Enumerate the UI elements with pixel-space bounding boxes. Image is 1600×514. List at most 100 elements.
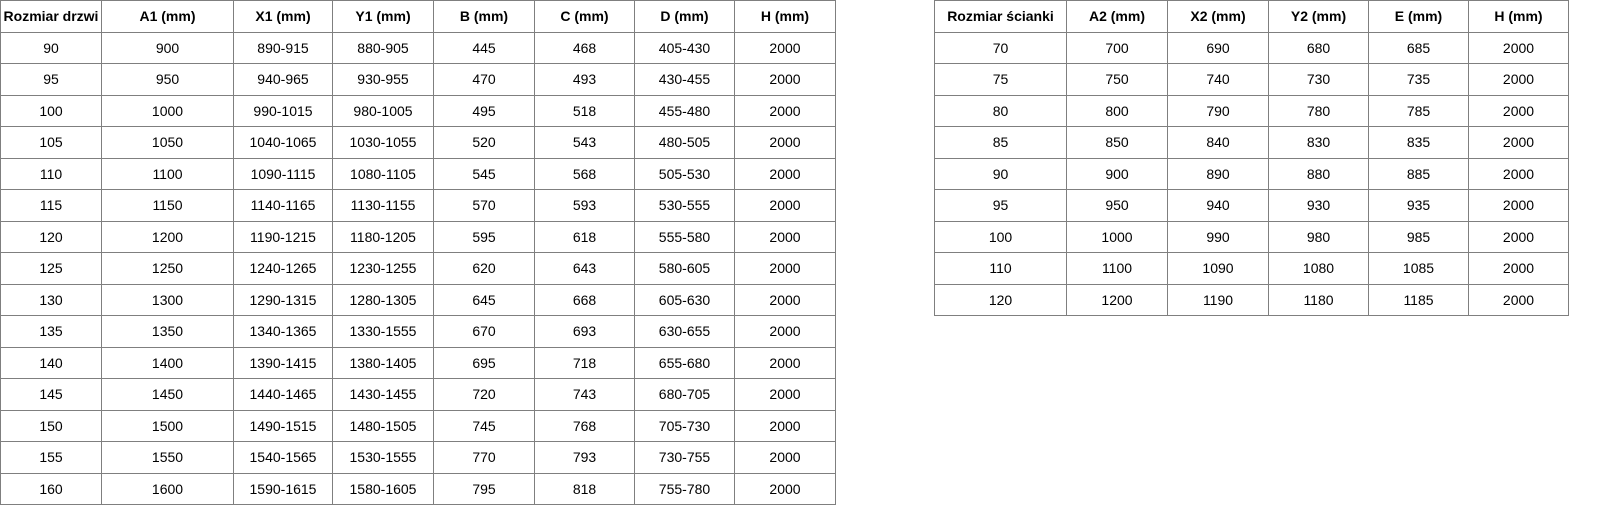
table-cell: 1190 — [1167, 283, 1269, 316]
table-cell: 495 — [433, 94, 535, 127]
table-cell: 1100 — [101, 157, 234, 190]
table-cell: 2000 — [1468, 252, 1569, 285]
table-cell: 1580-1605 — [332, 472, 434, 505]
table-row: 90 900 890-915 880-905 445 468 405-430 2000 — [0, 31, 836, 64]
column-header: A1 (mm) — [101, 0, 234, 33]
table-cell: 605-630 — [634, 283, 735, 316]
table-cell: 1480-1505 — [332, 409, 434, 442]
table-cell: 645 — [433, 283, 535, 316]
table-cell: 150 — [0, 409, 102, 442]
table-cell: 1100 — [1066, 252, 1168, 285]
table-cell: 580-605 — [634, 252, 735, 285]
wall-dimensions-table: Rozmiar ścianki A2 (mm) X2 (mm) Y2 (mm) E (m… — [934, 0, 1569, 316]
table-cell: 1080-1105 — [332, 157, 434, 190]
table-cell: 445 — [433, 31, 535, 64]
table-cell: 1000 — [1066, 220, 1168, 253]
table-cell: 1550 — [101, 441, 234, 474]
table-cell: 95 — [934, 189, 1067, 222]
table-cell: 1090 — [1167, 252, 1269, 285]
table-cell: 2000 — [1468, 189, 1569, 222]
table-cell: 730-755 — [634, 441, 735, 474]
table-cell: 940 — [1167, 189, 1269, 222]
table-cell: 155 — [0, 441, 102, 474]
table-cell: 1380-1405 — [332, 346, 434, 379]
table-cell: 2000 — [1468, 126, 1569, 159]
table-cell: 105 — [0, 126, 102, 159]
table-cell: 405-430 — [634, 31, 735, 64]
table-cell: 100 — [0, 94, 102, 127]
column-header: B (mm) — [433, 0, 535, 33]
table-row: 155 1550 1540-1565 1530-1555 770 793 730-755 20… — [0, 441, 836, 474]
table-cell: 2000 — [734, 315, 836, 348]
table-row: 160 1600 1590-1615 1580-1605 795 818 755-780 20… — [0, 472, 836, 505]
table-cell: 768 — [534, 409, 635, 442]
table-cell: 2000 — [1468, 283, 1569, 316]
table-cell: 140 — [0, 346, 102, 379]
table-cell: 885 — [1368, 157, 1469, 190]
table-cell: 2000 — [734, 189, 836, 222]
table-cell: 2000 — [734, 346, 836, 379]
table-row: 120 1200 1190-1215 1180-1205 595 618 555-580 20… — [0, 220, 836, 253]
table-cell: 1300 — [101, 283, 234, 316]
header-row: Rozmiar drzwi A1 (mm) X1 (mm) Y1 (mm) B (mm)… — [0, 0, 836, 33]
table-cell: 120 — [934, 283, 1067, 316]
table-cell: 940-965 — [233, 63, 333, 96]
table-cell: 1200 — [101, 220, 234, 253]
table-cell: 595 — [433, 220, 535, 253]
table-cell: 1150 — [101, 189, 234, 222]
table-cell: 1130-1155 — [332, 189, 434, 222]
table-cell: 470 — [433, 63, 535, 96]
table-cell: 1330-1555 — [332, 315, 434, 348]
table-row: 90 900 890 880 885 2000 — [934, 157, 1569, 190]
table-cell: 110 — [934, 252, 1067, 285]
table-cell: 730 — [1268, 63, 1369, 96]
column-header: X1 (mm) — [233, 0, 333, 33]
table-cell: 543 — [534, 126, 635, 159]
table-cell: 800 — [1066, 94, 1168, 127]
table-cell: 980 — [1268, 220, 1369, 253]
table-cell: 130 — [0, 283, 102, 316]
table-cell: 695 — [433, 346, 535, 379]
door-dimensions-table: Rozmiar drzwi A1 (mm) X1 (mm) Y1 (mm) B (mm)… — [0, 0, 836, 505]
table-row: 105 1050 1040-1065 1030-1055 520 543 480-505 20… — [0, 126, 836, 159]
table-cell: 900 — [101, 31, 234, 64]
table-cell: 568 — [534, 157, 635, 190]
column-header: H (mm) — [1468, 0, 1569, 33]
table-cell: 745 — [433, 409, 535, 442]
table-cell: 770 — [433, 441, 535, 474]
table-cell: 790 — [1167, 94, 1269, 127]
table-cell: 2000 — [734, 472, 836, 505]
table-cell: 1185 — [1368, 283, 1469, 316]
table-cell: 693 — [534, 315, 635, 348]
table-cell: 455-480 — [634, 94, 735, 127]
table-row: 110 1100 1090 1080 1085 2000 — [934, 252, 1569, 285]
table-cell: 1030-1055 — [332, 126, 434, 159]
table-cell: 793 — [534, 441, 635, 474]
table-cell: 1140-1165 — [233, 189, 333, 222]
table-cell: 740 — [1167, 63, 1269, 96]
table-cell: 980-1005 — [332, 94, 434, 127]
table-cell: 850 — [1066, 126, 1168, 159]
table-cell: 480-505 — [634, 126, 735, 159]
table-cell: 630-655 — [634, 315, 735, 348]
table-cell: 700 — [1066, 31, 1168, 64]
table-cell: 1000 — [101, 94, 234, 127]
table-cell: 668 — [534, 283, 635, 316]
column-header: C (mm) — [534, 0, 635, 33]
table-cell: 1180 — [1268, 283, 1369, 316]
table-row: 100 1000 990-1015 980-1005 495 518 455-480 2000 — [0, 94, 836, 127]
table-cell: 2000 — [734, 157, 836, 190]
table-cell: 1590-1615 — [233, 472, 333, 505]
table-cell: 1600 — [101, 472, 234, 505]
table-cell: 1530-1555 — [332, 441, 434, 474]
table-row: 120 1200 1190 1180 1185 2000 — [934, 283, 1569, 316]
header-row: Rozmiar ścianki A2 (mm) X2 (mm) Y2 (mm) E (m… — [934, 0, 1569, 33]
table-cell: 1490-1515 — [233, 409, 333, 442]
table-cell: 2000 — [734, 220, 836, 253]
table-cell: 545 — [433, 157, 535, 190]
table-cell: 1440-1465 — [233, 378, 333, 411]
table-cell: 430-455 — [634, 63, 735, 96]
table-cell: 1230-1255 — [332, 252, 434, 285]
column-header: E (mm) — [1368, 0, 1469, 33]
table-cell: 160 — [0, 472, 102, 505]
